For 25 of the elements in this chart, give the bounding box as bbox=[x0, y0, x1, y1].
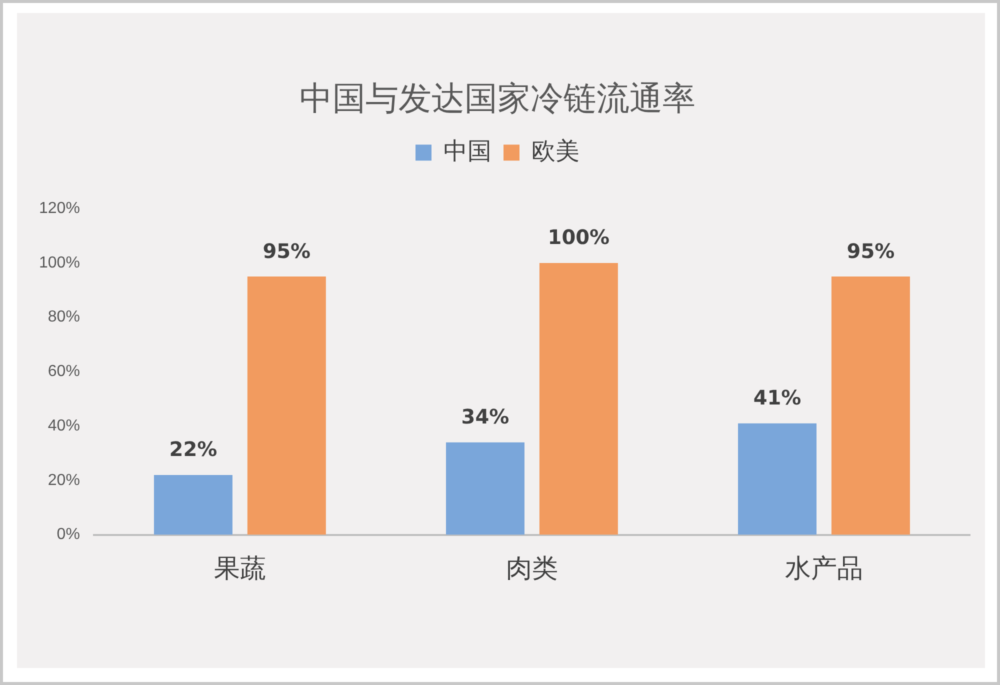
y-tick-label: 80% bbox=[48, 308, 80, 326]
data-label: 41% bbox=[753, 386, 802, 410]
data-label: 95% bbox=[846, 238, 895, 263]
data-label: 22% bbox=[169, 437, 218, 462]
y-tick-label: 60% bbox=[48, 363, 80, 380]
y-tick-label: 40% bbox=[48, 417, 80, 434]
y-tick-label: 120% bbox=[39, 200, 80, 218]
data-label: 95% bbox=[262, 238, 311, 263]
legend-label: 欧美 bbox=[532, 136, 580, 165]
y-tick-label: 0% bbox=[56, 526, 80, 544]
x-tick-label: 果蔬 bbox=[214, 554, 266, 584]
y-tick-label: 100% bbox=[39, 254, 80, 272]
bar bbox=[154, 474, 232, 535]
x-tick-label: 水产品 bbox=[784, 554, 863, 584]
bar bbox=[738, 423, 817, 535]
bar bbox=[247, 276, 326, 535]
data-label: 100% bbox=[548, 225, 610, 250]
bar bbox=[539, 262, 618, 535]
x-tick-label: 肉类 bbox=[506, 554, 558, 584]
legend-label: 中国 bbox=[444, 136, 492, 165]
bar bbox=[446, 442, 524, 535]
chart-title: 中国与发达国家冷链流通率 bbox=[300, 78, 696, 118]
bar bbox=[831, 276, 910, 535]
y-tick-label: 20% bbox=[48, 472, 80, 489]
data-label: 34% bbox=[461, 404, 510, 429]
